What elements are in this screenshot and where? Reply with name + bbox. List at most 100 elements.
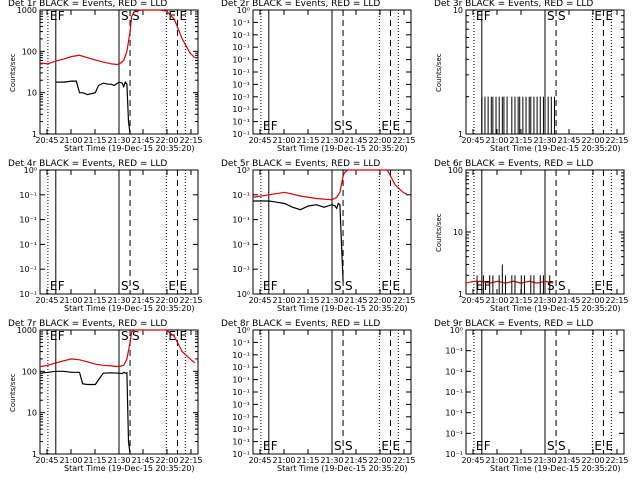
y-tick-label: 10⁻¹ <box>232 105 250 114</box>
panel-title: Det 2r BLACK = Events, RED = LLD <box>221 0 381 9</box>
x-axis-label: Start Time (19-Dec-15 20:35:20) <box>64 144 195 153</box>
x-tick-label: 22:00 <box>581 136 604 145</box>
event-marker-label: F <box>484 279 491 293</box>
y-axis-label: Counts/sec <box>435 53 443 92</box>
detector-panel-6: 1 10 100 20:45 21:00 21:15 21:30 21:45 22:00 22:1… <box>448 166 629 305</box>
y-tick-label: 10⁰ <box>237 6 250 15</box>
x-tick-label: 21:15 <box>296 456 319 465</box>
event-marker-label: S <box>334 279 342 293</box>
y-tick-label: 100 <box>448 166 463 175</box>
x-tick-label: 21:30 <box>533 136 556 145</box>
x-tick-label: 22:00 <box>581 296 604 305</box>
panel-title: Det 3r BLACK = Events, RED = LLD <box>434 0 594 9</box>
event-marker-label: E <box>263 439 271 453</box>
x-axis-label: Start Time (19-Dec-15 20:35:20) <box>277 304 408 313</box>
x-tick-label: 21:15 <box>509 296 532 305</box>
x-axis-label: Start Time (19-Dec-15 20:35:20) <box>490 464 621 473</box>
event-marker-label: E <box>263 119 271 133</box>
y-axis-label: Counts/sec <box>9 373 17 412</box>
y-tick-label: 1 <box>32 450 37 459</box>
event-marker-label: F <box>58 9 65 23</box>
x-tick-label: 21:00 <box>485 456 508 465</box>
x-tick-label: 21:00 <box>485 296 508 305</box>
y-tick-label: 10⁻¹ <box>445 450 463 459</box>
detector-panel-1: 1 10 100 1000 20:45 21:00 21:15 21:30 21:45 22:00… <box>17 6 203 145</box>
y-tick-label: 10⁻¹ <box>445 347 463 356</box>
y-tick-label: 10³ <box>237 166 250 175</box>
x-axis-label: Start Time (19-Dec-15 20:35:20) <box>490 304 621 313</box>
x-tick-label: 21:30 <box>320 456 343 465</box>
event-marker-label: E <box>381 279 389 293</box>
x-tick-label: 21:00 <box>59 456 82 465</box>
y-tick-label: 10⁰ <box>450 326 463 335</box>
y-tick-label: 10⁻¹ <box>232 43 250 52</box>
x-tick-label: 22:00 <box>155 456 178 465</box>
x-axis-label: Start Time (19-Dec-15 20:35:20) <box>277 144 408 153</box>
event-marker-label: S <box>132 9 140 23</box>
y-tick-label: 10⁻¹ <box>445 388 463 397</box>
x-tick-label: 20:45 <box>35 296 58 305</box>
event-marker-label: E <box>381 439 389 453</box>
x-tick-label: 21:45 <box>557 296 580 305</box>
event-marker-label: E <box>605 439 613 453</box>
event-marker-label: F <box>484 9 491 23</box>
event-marker-label: E <box>168 279 176 293</box>
x-tick-label: 20:45 <box>461 136 484 145</box>
y-tick-label: 1 <box>32 130 37 139</box>
y-tick-label: 10⁻¹ <box>19 240 37 249</box>
event-marker-label: S <box>121 329 129 343</box>
x-tick-label: 20:45 <box>35 136 58 145</box>
event-marker-label: E <box>594 279 602 293</box>
panel-title: Det 8r BLACK = Events, RED = LLD <box>221 319 381 329</box>
y-tick-label: 1 <box>458 130 463 139</box>
y-tick-label: 10⁰ <box>24 166 37 175</box>
x-tick-label: 22:15 <box>179 136 202 145</box>
y-tick-label: 100 <box>22 47 37 56</box>
events-series-line <box>39 370 131 455</box>
event-marker-label: S <box>558 9 566 23</box>
event-marker-label: F <box>271 279 278 293</box>
y-tick-label: 10⁰ <box>237 290 250 299</box>
event-marker-label: F <box>484 439 491 453</box>
y-tick-label: 10⁻¹ <box>232 413 250 422</box>
x-axis-label: Start Time (19-Dec-15 20:35:20) <box>64 464 195 473</box>
x-tick-label: 21:45 <box>131 296 154 305</box>
lld-series-line <box>465 280 554 284</box>
x-tick-label: 22:00 <box>155 296 178 305</box>
x-tick-label: 21:45 <box>344 456 367 465</box>
lld-series-line <box>39 329 196 368</box>
x-axis-label: Start Time (19-Dec-15 20:35:20) <box>64 304 195 313</box>
y-tick-label: 10⁻¹ <box>232 56 250 65</box>
detector-panel-7: 1 10 100 1000 20:45 21:00 21:15 21:30 21:45 22:00… <box>17 326 203 465</box>
y-axis-label: Counts/sec <box>435 213 443 252</box>
y-tick-label: 10⁻¹ <box>232 363 250 372</box>
detector-panel-2: 10⁻¹ 10⁻¹ 10⁻¹ 10⁻¹ 10⁻¹ 10⁻¹ 10⁻¹ 10⁻¹ 10⁻¹ 10⁻¹… <box>232 6 415 145</box>
y-tick-label: 10⁻¹ <box>445 367 463 376</box>
x-tick-label: 21:30 <box>320 296 343 305</box>
x-tick-label: 21:15 <box>509 456 532 465</box>
event-marker-label: E <box>179 329 187 343</box>
event-marker-label: E <box>594 439 602 453</box>
x-tick-label: 22:15 <box>392 456 415 465</box>
event-marker-label: S <box>558 439 566 453</box>
event-marker-label: S <box>121 9 129 23</box>
x-tick-label: 21:30 <box>107 296 130 305</box>
event-marker-label: S <box>547 439 555 453</box>
y-tick-label: 10⁻¹ <box>232 130 250 139</box>
x-tick-label: 22:15 <box>392 136 415 145</box>
x-tick-label: 22:00 <box>581 456 604 465</box>
x-tick-label: 20:45 <box>461 296 484 305</box>
event-marker-label: E <box>263 279 271 293</box>
x-tick-label: 22:00 <box>368 136 391 145</box>
x-tick-label: 22:15 <box>605 456 628 465</box>
x-tick-label: 21:30 <box>320 136 343 145</box>
events-series-line <box>253 200 344 282</box>
event-marker-label: S <box>334 119 342 133</box>
y-tick-label: 10⁻¹ <box>19 265 37 274</box>
event-marker-label: E <box>50 329 58 343</box>
y-tick-label: 10⁻¹ <box>232 80 250 89</box>
events-series-line <box>55 80 131 135</box>
x-tick-label: 21:00 <box>59 136 82 145</box>
